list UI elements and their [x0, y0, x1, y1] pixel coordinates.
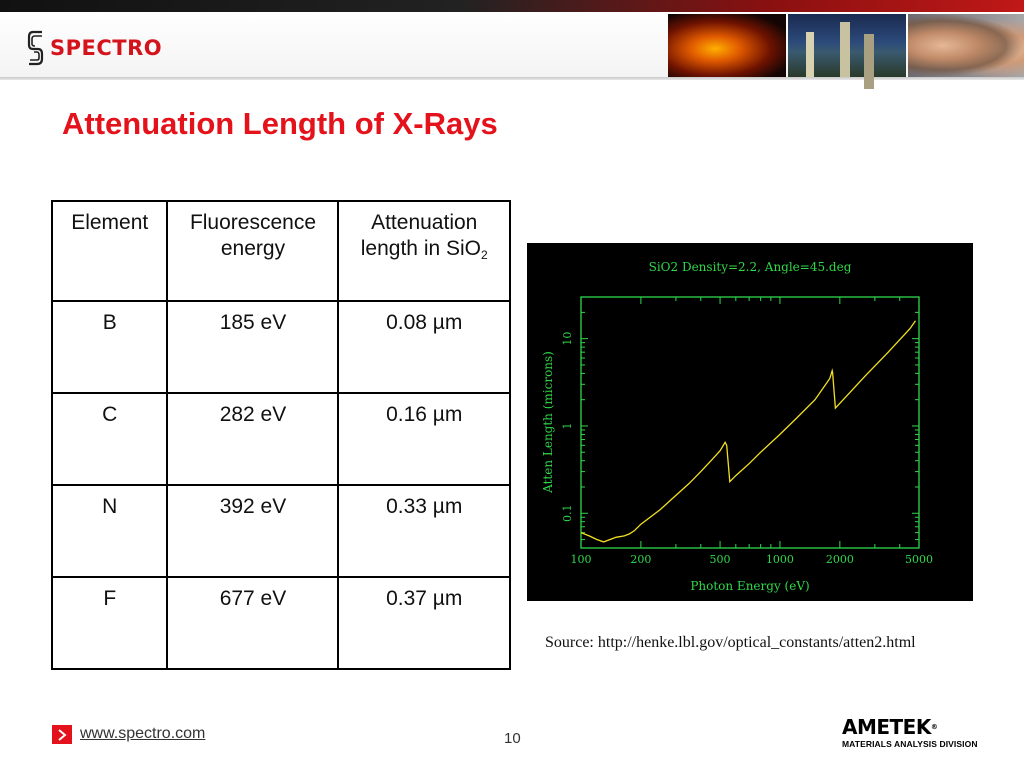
x-tick-label: 2000 [826, 553, 854, 566]
source-citation: Source: http://henke.lbl.gov/optical_con… [545, 634, 916, 651]
top-color-bar [0, 0, 1024, 12]
x-tick-label: 5000 [905, 553, 933, 566]
footer-link-arrow-icon[interactable] [52, 725, 72, 744]
refinery-night-photo [788, 14, 906, 77]
x-tick-label: 100 [571, 553, 592, 566]
plot-frame [580, 296, 920, 549]
x-tick-label: 1000 [766, 553, 794, 566]
y-tick-label: 10 [561, 332, 574, 346]
y-tick-label: 1 [561, 422, 574, 429]
spectro-logo-mark-icon [27, 30, 44, 66]
y-tick-label: 0.1 [561, 505, 574, 523]
table-header-element: Element [50, 200, 169, 302]
attenuation-table: Element Fluorescence energy Attenuation … [50, 200, 511, 670]
series-line [580, 320, 917, 543]
cell-length: 0.16 µm [337, 392, 511, 486]
table-header-length: Attenuation length in SiO2 [337, 200, 511, 302]
cell-length: 0.37 µm [337, 576, 511, 670]
slide-number: 10 [504, 730, 521, 747]
cell-element: C [50, 392, 169, 486]
attenuation-chart: SiO2 Density=2.2, Angle=45.deg Photon En… [527, 243, 973, 601]
chart-title: SiO2 Density=2.2, Angle=45.deg [649, 260, 852, 274]
table-row: N 392 eV 0.33 µm [50, 484, 511, 578]
x-tick-label: 500 [710, 553, 731, 566]
attenuation-chart-svg: SiO2 Density=2.2, Angle=45.deg Photon En… [541, 260, 933, 593]
table-header-length-subscript: 2 [481, 248, 488, 262]
x-tick-label: 200 [630, 553, 651, 566]
x-axis-label: Photon Energy (eV) [690, 579, 809, 593]
people-faces-photo [908, 14, 1024, 77]
cell-length: 0.33 µm [337, 484, 511, 578]
cell-energy: 392 eV [166, 484, 340, 578]
table-header-length-text: Attenuation length in SiO [360, 211, 482, 260]
header-divider [0, 77, 1024, 80]
footer-website-link[interactable]: www.spectro.com [80, 725, 206, 742]
ametek-name: AMETEK® [842, 715, 938, 739]
cell-element: N [50, 484, 169, 578]
table-row: F 677 eV 0.37 µm [50, 576, 511, 670]
cell-length: 0.08 µm [337, 300, 511, 394]
table-row: B 185 eV 0.08 µm [50, 300, 511, 394]
cell-energy: 185 eV [166, 300, 340, 394]
cell-element: F [50, 576, 169, 670]
cell-energy: 677 eV [166, 576, 340, 670]
ametek-logo: AMETEK® MATERIALS ANALYSIS DIVISION [842, 717, 992, 749]
table-header-row: Element Fluorescence energy Attenuation … [50, 200, 511, 302]
table-row: C 282 eV 0.16 µm [50, 392, 511, 486]
industrial-fire-photo [668, 14, 786, 77]
cell-energy: 282 eV [166, 392, 340, 486]
ametek-division: MATERIALS ANALYSIS DIVISION [842, 739, 978, 749]
y-axis-label: Atten Length (microns) [541, 351, 555, 494]
table-header-energy: Fluorescence energy [166, 200, 340, 302]
ametek-wordmark: AMETEK [842, 715, 931, 739]
spectro-logo: SPECTRO [26, 28, 162, 68]
brand-name: SPECTRO [50, 36, 163, 60]
cell-element: B [50, 300, 169, 394]
page-title: Attenuation Length of X-Rays [62, 106, 498, 141]
